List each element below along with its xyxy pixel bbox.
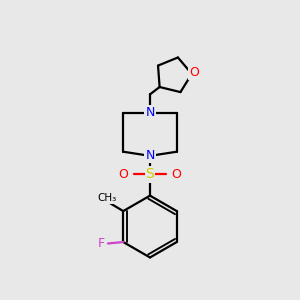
Text: O: O (189, 66, 199, 79)
Text: O: O (118, 168, 128, 181)
Text: N: N (145, 106, 155, 119)
Text: S: S (146, 167, 154, 182)
Text: N: N (145, 149, 155, 162)
Text: CH₃: CH₃ (98, 194, 117, 203)
Text: O: O (172, 168, 182, 181)
Text: F: F (98, 237, 105, 250)
